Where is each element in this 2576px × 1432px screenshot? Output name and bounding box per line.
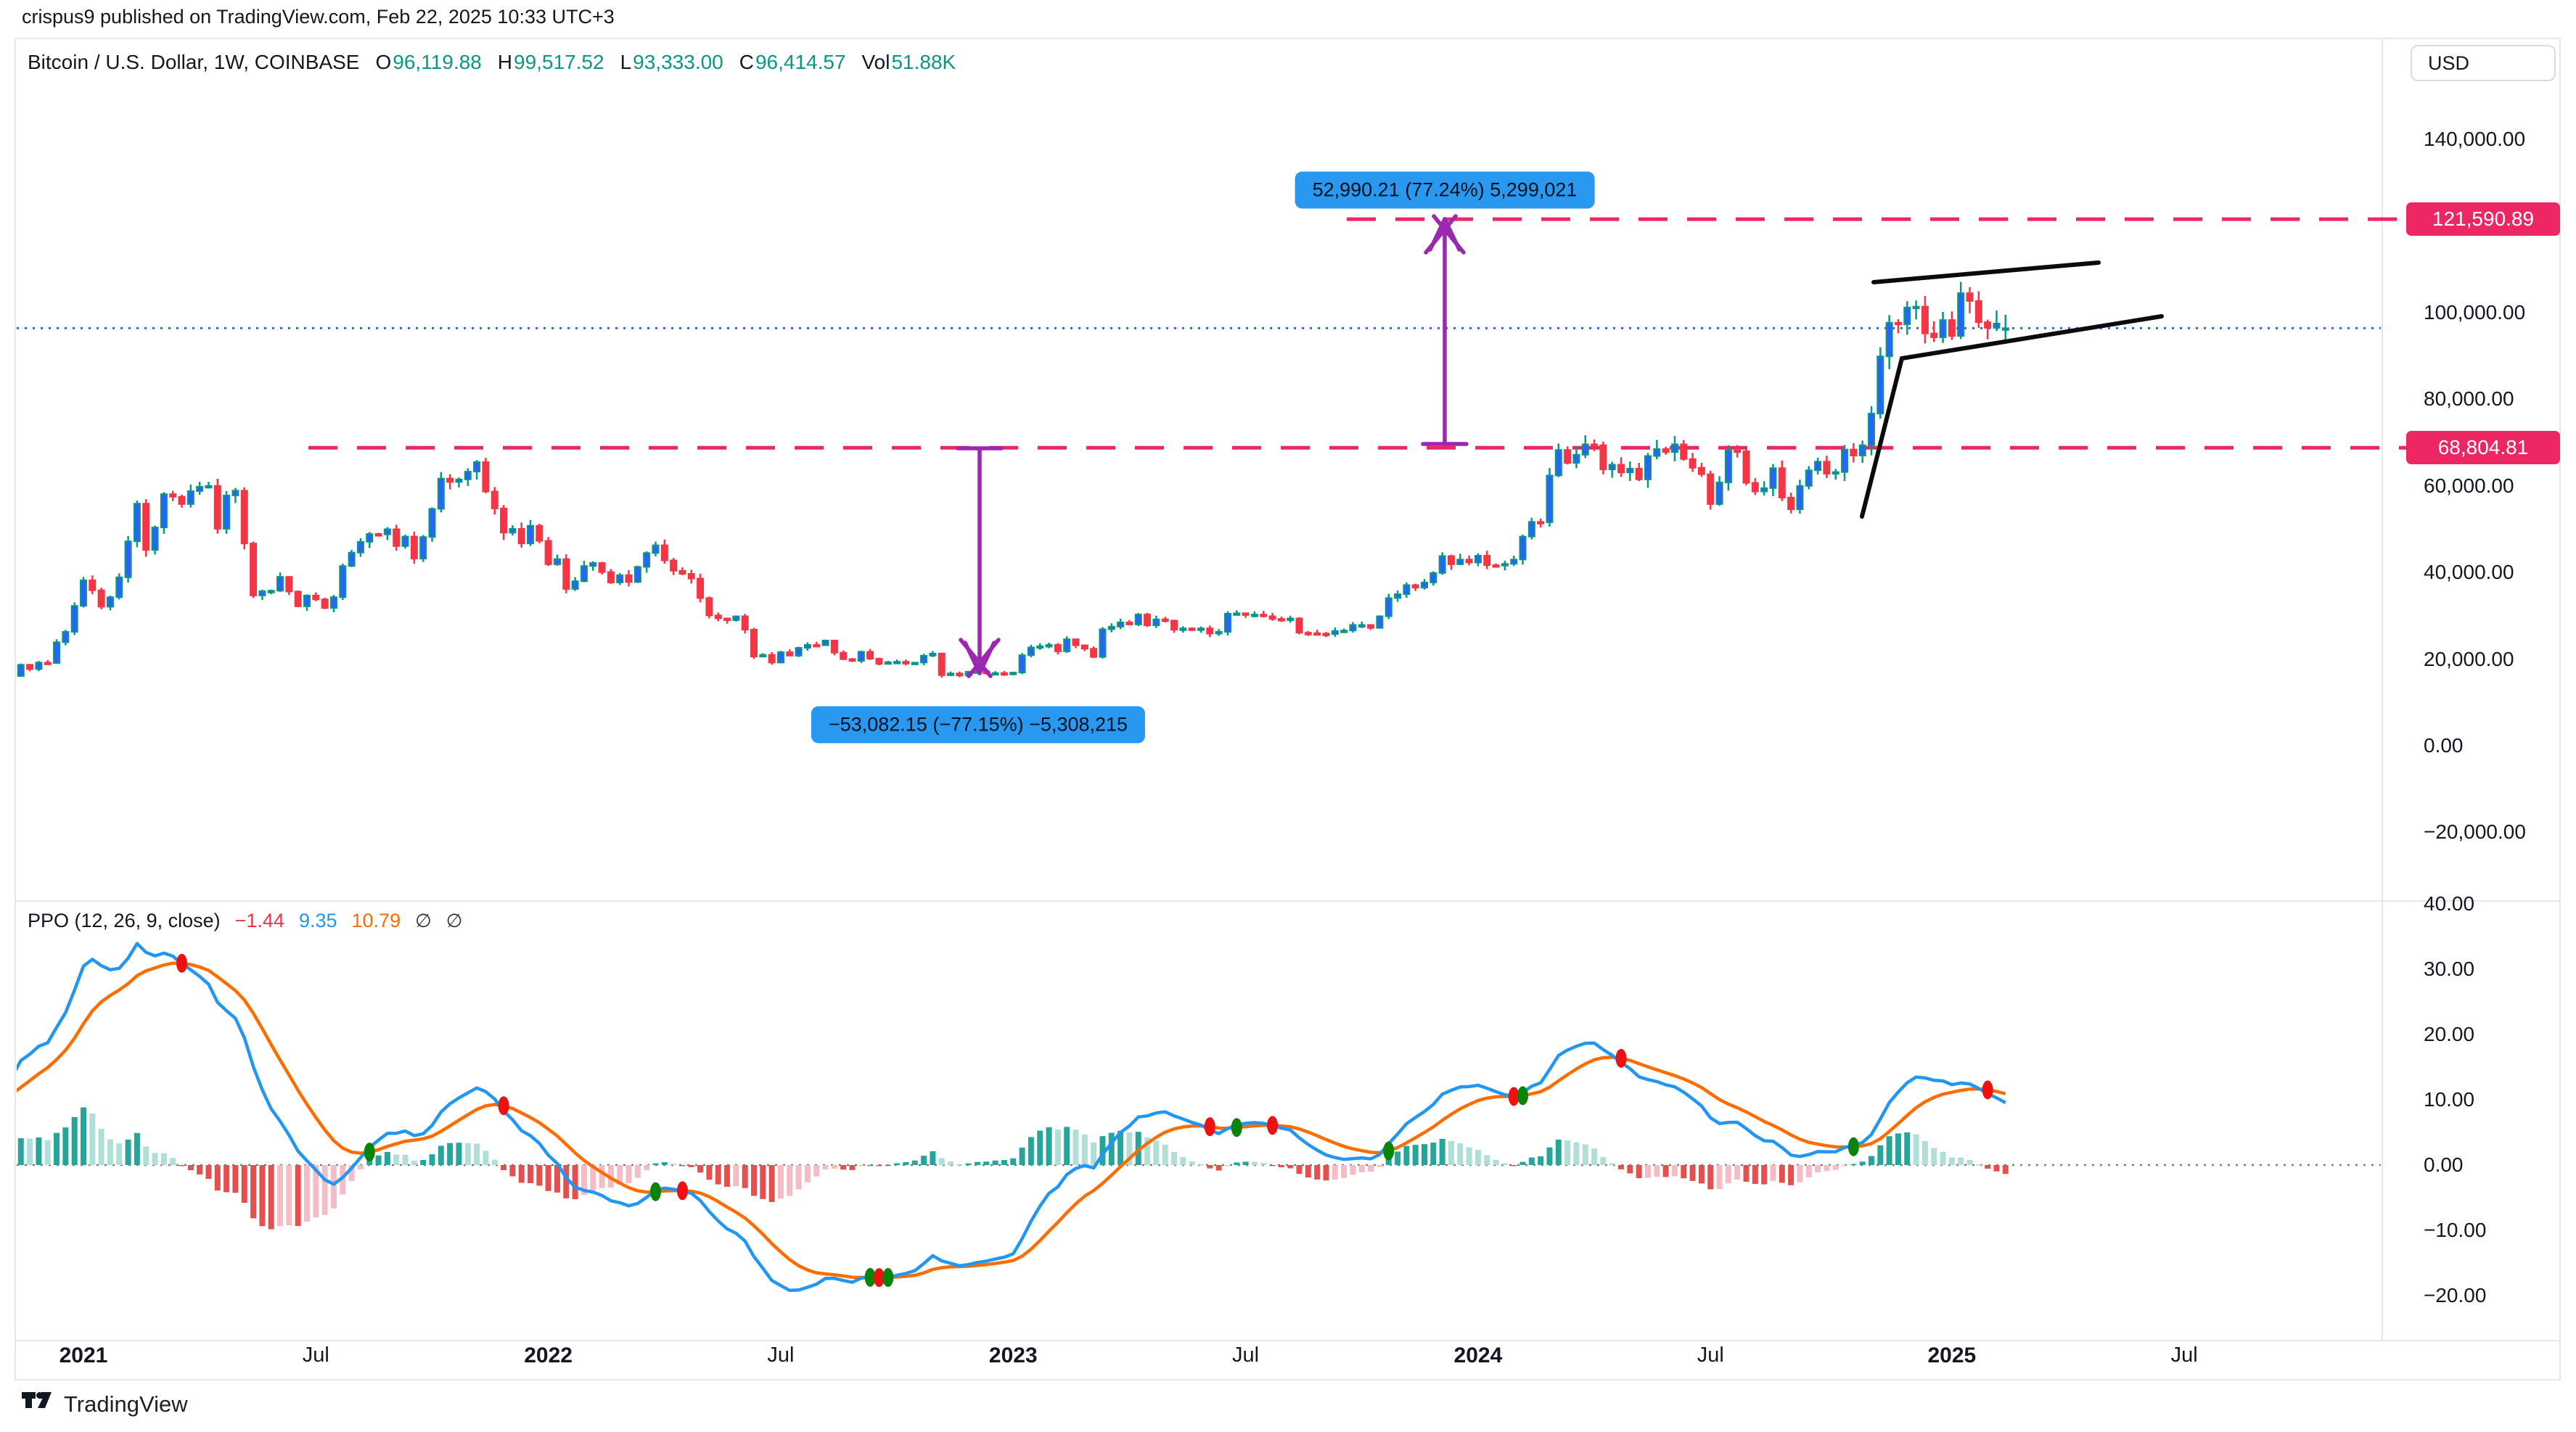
low-label: L — [620, 51, 632, 73]
ppo-indicator-legend: PPO (12, 26, 9, close) −1.44 9.35 10.79 … — [28, 910, 462, 932]
open-label: O — [375, 51, 392, 73]
high-label: H — [497, 51, 512, 73]
close-label: C — [739, 51, 754, 73]
ppo-axis-label: 20.00 — [2424, 1023, 2475, 1045]
price-axis-label: −20,000.00 — [2424, 820, 2526, 844]
price-range-label-up[interactable]: 52,990.21 (77.24%) 5,299,021 — [1295, 171, 1595, 209]
ppo-title: PPO (12, 26, 9, close) — [28, 910, 221, 931]
time-axis-label-jul: Jul — [767, 1343, 795, 1367]
time-axis-label-jul: Jul — [2170, 1343, 2198, 1367]
ppo-signal-value: 10.79 — [351, 910, 401, 931]
time-axis-label-2024: 2024 — [1453, 1343, 1503, 1367]
ppo-placeholder-icon: ∅ — [446, 910, 463, 931]
close-value: 96,414.57 — [755, 51, 846, 73]
low-value: 93,333.00 — [633, 51, 723, 73]
price-axis-label: 40,000.00 — [2424, 561, 2514, 584]
price-level-badge[interactable]: 121,590.89 — [2406, 202, 2560, 236]
price-axis-label: 140,000.00 — [2424, 128, 2526, 151]
ppo-indicator-pane[interactable] — [9, 942, 2009, 1293]
publication-line: crispus9 published on TradingView.com, F… — [22, 6, 615, 28]
currency-toggle-button[interactable]: USD — [2411, 45, 2556, 81]
time-axis-label-jul: Jul — [1232, 1343, 1260, 1367]
price-axis-label: 80,000.00 — [2424, 387, 2514, 411]
ppo-histogram-value: −1.44 — [234, 910, 284, 931]
ppo-crossover-dots — [176, 953, 1993, 1288]
ppo-axis-label: −10.00 — [2424, 1219, 2487, 1241]
ppo-line-value: 9.35 — [298, 910, 337, 931]
horizontal-level-lines[interactable] — [308, 217, 2406, 450]
open-value: 96,119.88 — [393, 51, 482, 73]
ppo-signal-line — [17, 961, 2006, 1280]
ppo-axis-label: 40.00 — [2424, 892, 2475, 915]
ppo-main-line — [17, 942, 2006, 1293]
price-range-label-down[interactable]: −53,082.15 (−77.15%) −5,308,215 — [811, 706, 1146, 744]
price-axis-label: 100,000.00 — [2424, 301, 2526, 324]
time-axis-label-jul: Jul — [1697, 1343, 1724, 1367]
ppo-histogram — [17, 1107, 2009, 1230]
symbol-title: Bitcoin / U.S. Dollar, 1W, COINBASE — [28, 51, 360, 73]
symbol-legend: Bitcoin / U.S. Dollar, 1W, COINBASE O 96,… — [28, 51, 956, 74]
volume-value: 51.88K — [891, 51, 956, 73]
tradingview-logo-icon — [22, 1392, 52, 1408]
price-range-arrows[interactable] — [956, 214, 1469, 678]
tradingview-footer[interactable]: TradingView — [22, 1391, 188, 1417]
ppo-axis-label: 10.00 — [2424, 1088, 2475, 1111]
price-axis-label: 0.00 — [2424, 734, 2464, 757]
time-axis-label-2021: 2021 — [59, 1343, 108, 1367]
ppo-placeholder-icon: ∅ — [415, 910, 432, 931]
tradingview-brand-text: TradingView — [64, 1391, 188, 1417]
time-axis-label-2022: 2022 — [524, 1343, 573, 1367]
time-axis-label-2023: 2023 — [988, 1343, 1038, 1367]
price-axis-label: 60,000.00 — [2424, 474, 2514, 497]
ppo-axis-label: 0.00 — [2424, 1153, 2464, 1176]
ppo-axis-label: −20.00 — [2424, 1284, 2487, 1307]
price-axis-label: 20,000.00 — [2424, 647, 2514, 670]
time-axis-label-jul: Jul — [302, 1343, 329, 1367]
candlestick-series[interactable] — [9, 281, 2009, 684]
time-axis-label-2025: 2025 — [1927, 1343, 1977, 1367]
price-level-badge[interactable]: 68,804.81 — [2406, 431, 2560, 465]
ppo-axis-label: 30.00 — [2424, 958, 2475, 980]
pane-borders — [15, 38, 2559, 1341]
trendline-drawings[interactable] — [1860, 260, 2164, 519]
volume-label: Vol — [861, 51, 890, 73]
high-value: 99,517.52 — [514, 51, 604, 73]
